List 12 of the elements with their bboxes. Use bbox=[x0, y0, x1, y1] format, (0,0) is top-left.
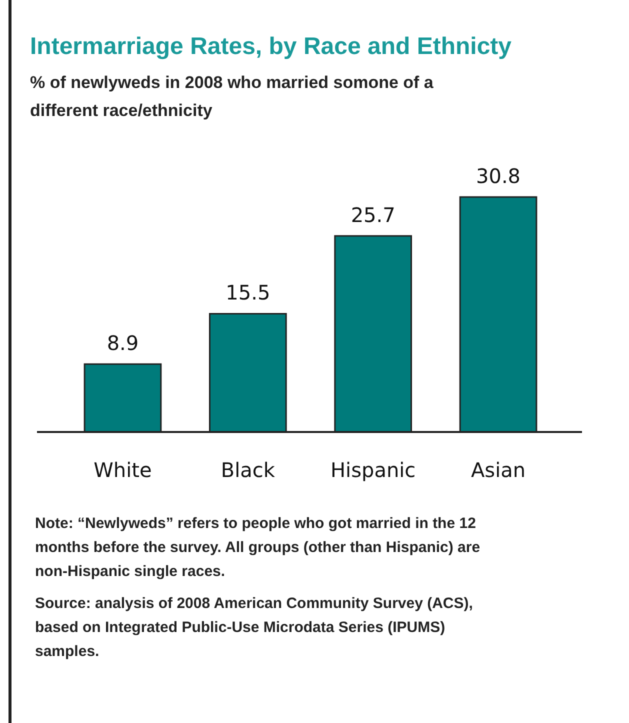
data-label: 8.9 bbox=[106, 331, 139, 356]
x-tick-label: Black bbox=[220, 458, 276, 482]
x-tick-label: White bbox=[94, 458, 152, 482]
data-label: 25.7 bbox=[350, 202, 396, 227]
text: Note: “Newlyweds” refers to people who got married in the 12 months before the survey. All groups (other than Hispanic) are non-Hispanic single races. bbox=[35, 515, 480, 580]
x-tick-label: Asian bbox=[470, 458, 526, 482]
chart-subtitle: % of newlyweds in 2008 who married somone of a different race/ethnicity bbox=[30, 73, 434, 120]
x-tick-label: Hispanic bbox=[330, 458, 416, 482]
chart-title: Intermarriage Rates, by Race and Ethnicty bbox=[30, 33, 512, 60]
source-note: Source: analysis of 2008 American Community Survey (ACS), based on Integrated Public-Use Microdata Series (IPUMS) samples. bbox=[35, 595, 473, 660]
data-label: 15.5 bbox=[226, 280, 270, 305]
data-label: 30.8 bbox=[476, 164, 521, 188]
